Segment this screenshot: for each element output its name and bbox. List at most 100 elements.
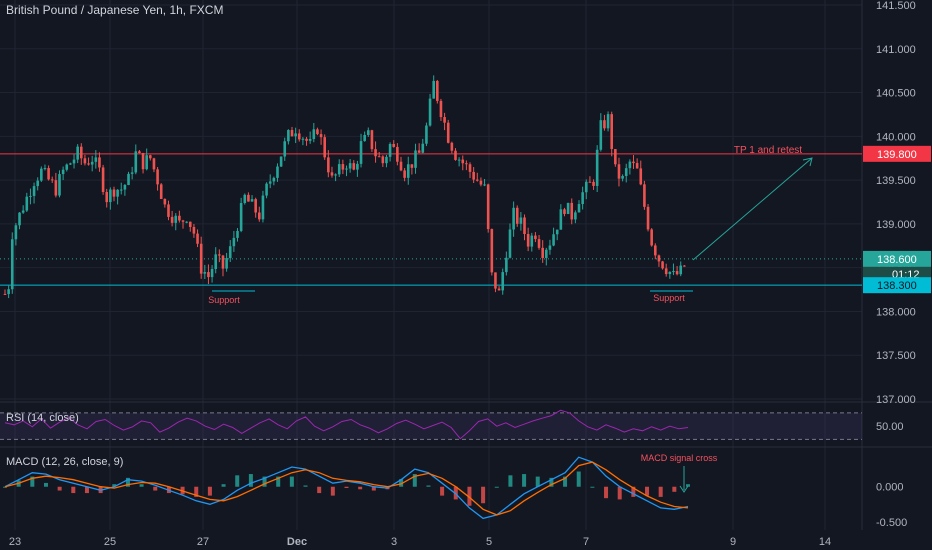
candle-body [58,174,61,196]
candle-body [617,164,621,179]
y-tick-label: 137.500 [876,350,916,362]
resistance-price-tag: 139.800 [877,149,917,161]
candle-body [396,146,399,162]
candle-body [657,255,661,262]
macd-bar [604,486,609,499]
candle-body [174,215,178,223]
candle-body [330,172,334,176]
candle-body [261,195,265,220]
candle-body [159,184,163,199]
macd-bar [549,477,554,487]
x-tick-label: 9 [730,536,736,548]
macd-bar [276,476,281,487]
candle-body [679,265,683,275]
candle-body [72,159,76,164]
candle-body [290,130,294,137]
candle-body [54,180,58,196]
macd-bar [535,476,540,487]
candle-body [414,150,417,168]
candle-body [563,209,566,214]
macd-bar [207,486,212,496]
candle-body [101,167,105,192]
candle-body [43,168,47,170]
macd-bar [262,476,267,487]
macd-bar [3,486,7,488]
candle-body [537,239,541,248]
rsi-tick: 50.00 [876,421,904,433]
support-price-tag-bg [863,277,931,294]
candle-body [428,98,432,126]
candle-body [228,246,232,259]
y-tick-label: 141.500 [876,0,916,12]
candle-body [614,149,617,165]
x-tick-label: 23 [9,536,21,548]
candle-body [141,153,145,170]
candle-body [588,181,592,183]
candle-body [287,130,290,142]
candle-body [374,149,377,157]
candle-body [465,163,468,165]
candle-body [359,141,363,164]
macd-bar [153,486,158,491]
candle-body [47,168,50,180]
resistance-price-tag-bg [863,145,931,162]
candle-body [650,229,653,246]
candle-body [283,141,287,157]
candle-body [123,184,127,190]
candle-body [628,161,632,169]
macd-bar [576,471,581,487]
support-label-right: Support [653,293,685,303]
macd-bar [658,486,663,497]
candle-body [276,166,279,178]
candle-body [7,289,10,295]
candle-body [559,209,563,230]
candle-body [574,212,577,220]
candle-body [236,230,239,238]
candle-body [639,168,643,185]
candle-body [250,199,254,202]
macd-bar [631,486,636,497]
macd-bar [221,484,226,487]
candle-body [552,234,555,246]
candle-body [490,229,494,273]
y-tick-label: 138.000 [876,306,916,318]
macd-bar [508,475,513,487]
macd-label: MACD (12, 26, close, 9) [6,456,124,468]
x-tick-label: 25 [104,536,116,548]
candle-body [606,114,610,129]
candle-body [497,288,501,291]
macd-bar [235,475,240,487]
candle-body [312,129,316,139]
candle-body [319,134,323,138]
macd-bar [617,486,622,500]
candle-body [29,195,32,197]
candle-body [130,172,134,174]
macd-bar [344,486,349,489]
candle-body [577,204,581,213]
candle-body [454,150,457,160]
candle-body [127,173,130,185]
candle-body [294,133,297,137]
x-tick-label: 27 [197,536,209,548]
candle-body [603,120,606,129]
candle-body [683,265,686,267]
macd-bar [358,486,363,490]
candle-body [432,80,435,99]
candle-body [675,271,679,275]
candles [3,75,686,299]
candle-body [632,161,635,164]
macd-bar [139,484,144,487]
candle-body [635,163,639,169]
candle-body [570,202,574,220]
y-tick-label: 140.500 [876,88,916,100]
candle-body [345,168,348,170]
candle-body [654,245,657,256]
y-tick-label: 137.000 [876,394,916,406]
candle-body [119,189,123,191]
candle-body [646,206,650,230]
macd-bar [590,486,595,488]
x-tick-label: 14 [819,536,831,548]
chart-title: British Pound / Japanese Yen, 1h, FXCM [6,3,224,17]
y-tick-label: 140.000 [876,131,916,143]
